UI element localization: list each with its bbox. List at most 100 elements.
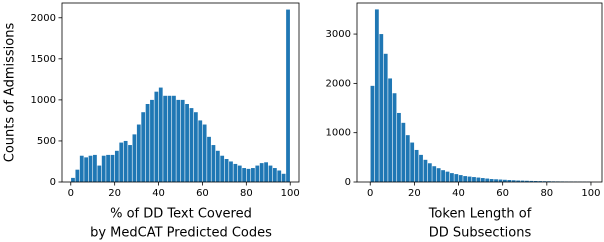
bar — [485, 178, 490, 182]
bar — [533, 181, 538, 182]
y-tick-label: 1000 — [31, 95, 56, 106]
bar — [489, 179, 494, 182]
bar — [119, 142, 124, 182]
x-tick-label: 0 — [367, 188, 373, 199]
bar — [128, 145, 132, 182]
bar — [145, 103, 150, 182]
bar — [71, 177, 75, 182]
bar — [158, 87, 163, 182]
x-tick-label: 40 — [452, 188, 465, 199]
bar — [114, 150, 119, 182]
bar — [136, 124, 141, 182]
bar — [480, 178, 485, 182]
bar — [207, 136, 211, 182]
bar — [370, 85, 375, 182]
bar — [229, 161, 233, 182]
bar — [237, 165, 242, 182]
bar — [494, 179, 498, 182]
bar — [401, 122, 406, 182]
bar — [286, 9, 290, 183]
bar — [84, 157, 89, 182]
bar — [251, 168, 255, 182]
bar — [246, 168, 251, 182]
bar — [202, 124, 207, 182]
bar — [220, 155, 225, 182]
bar — [163, 95, 168, 182]
bar — [75, 169, 80, 182]
x-tick-label: 80 — [540, 188, 553, 199]
bar — [511, 180, 516, 182]
x-axis-label: Token Length of — [428, 207, 532, 222]
y-tick-label: 1000 — [326, 128, 351, 139]
bar — [123, 140, 128, 182]
bar — [463, 176, 468, 182]
x-axis-label: % of DD Text Covered — [110, 207, 252, 222]
axes-frame — [356, 2, 603, 183]
bar — [242, 168, 247, 182]
y-tick-label: 2000 — [326, 78, 351, 89]
bar — [476, 177, 481, 182]
bar — [211, 145, 216, 182]
bar — [281, 173, 286, 182]
x-tick-label: 100 — [581, 188, 600, 199]
bar — [383, 53, 388, 182]
bar — [180, 99, 185, 182]
bar — [410, 142, 415, 182]
bar — [379, 34, 384, 182]
bar — [374, 9, 379, 183]
y-tick-label: 1500 — [31, 54, 56, 65]
bar — [441, 170, 445, 182]
bar — [176, 99, 181, 182]
bar — [392, 93, 397, 182]
bar — [93, 154, 97, 182]
bar — [454, 174, 459, 182]
y-tick-label: 2000 — [31, 13, 56, 24]
x-tick-label: 80 — [240, 188, 253, 199]
bar — [233, 163, 238, 182]
x-tick-label: 100 — [281, 188, 300, 199]
bar — [529, 180, 534, 182]
bar — [141, 112, 146, 182]
bar — [419, 154, 423, 182]
bar — [97, 165, 102, 182]
bar — [450, 173, 454, 182]
y-tick-label: 0 — [345, 177, 351, 188]
bar — [268, 165, 273, 182]
x-tick-label: 60 — [196, 188, 209, 199]
bar — [132, 134, 137, 182]
y-tick-label: 3000 — [326, 29, 351, 40]
bar — [405, 135, 410, 182]
bar — [215, 150, 220, 182]
x-axis-label: DD Subsections — [429, 226, 532, 241]
bar — [472, 177, 476, 182]
y-tick-label: 500 — [37, 136, 56, 147]
bar — [432, 166, 437, 182]
bar — [414, 149, 419, 182]
bar — [458, 175, 463, 182]
bar — [388, 78, 393, 182]
x-tick-label: 20 — [108, 188, 121, 199]
bar — [193, 112, 198, 182]
x-tick-label: 0 — [68, 188, 74, 199]
bar — [272, 168, 277, 182]
bar — [507, 180, 512, 182]
bar — [502, 179, 507, 182]
bar — [198, 120, 203, 182]
bar — [436, 168, 441, 182]
bar — [397, 112, 401, 182]
bar — [106, 154, 110, 182]
bar — [79, 155, 84, 182]
bar — [498, 179, 503, 182]
y-tick-label: 0 — [50, 177, 56, 188]
y-axis-label: Counts of Admissions — [3, 23, 18, 163]
bar — [150, 99, 154, 182]
bar — [154, 91, 159, 182]
bar — [185, 103, 189, 182]
bar — [167, 95, 172, 182]
bar — [264, 162, 268, 182]
bar — [538, 181, 543, 182]
axes-frame — [61, 2, 300, 183]
bar — [423, 159, 428, 182]
bar — [110, 154, 115, 182]
